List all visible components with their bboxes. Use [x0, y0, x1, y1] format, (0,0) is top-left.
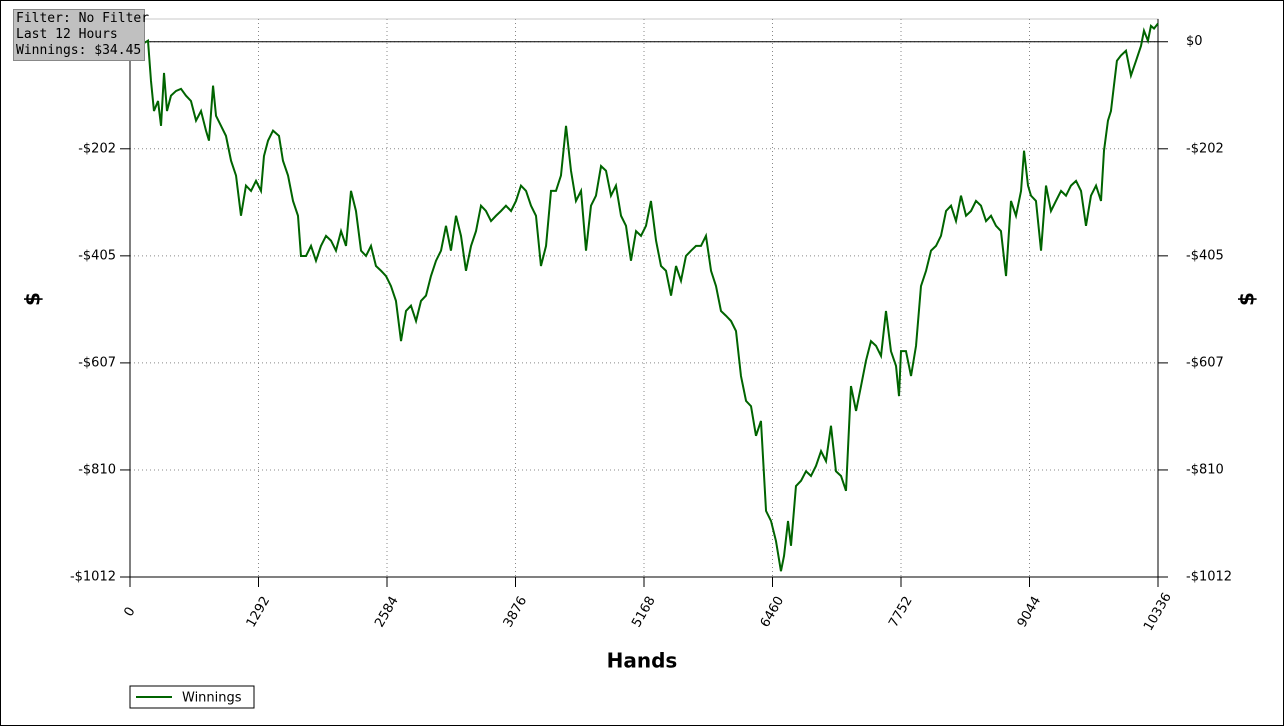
y2-tick-label: $0: [1186, 34, 1203, 49]
x-tick-label: 6460: [758, 594, 788, 630]
y-tick-label: -$1012: [70, 570, 116, 585]
y2-tick-label: -$607: [1186, 355, 1224, 370]
y2-tick-label: -$405: [1186, 248, 1224, 263]
legend-label: Winnings: [182, 691, 242, 706]
plot-frame: [129, 18, 1159, 578]
y2-tick-label: -$202: [1186, 141, 1224, 156]
x-tick-label: 2584: [372, 594, 402, 630]
x-tick-label: 0: [121, 605, 138, 620]
y-tick-label: -$810: [78, 462, 116, 477]
info-line: Filter: No Filter: [16, 11, 150, 26]
y2-tick-label: -$1012: [1186, 570, 1232, 585]
x-tick-label: 1292: [244, 594, 274, 630]
x-tick-label: 7752: [886, 594, 916, 630]
line-series: [129, 22, 1159, 572]
x-tick-label: 3876: [501, 594, 531, 630]
y-tick-label: -$607: [78, 355, 116, 370]
x-tick-label: 5168: [629, 594, 659, 630]
y2-axis-label: $: [1235, 292, 1259, 306]
x-axis-label: Hands: [607, 649, 678, 673]
info-line: Last 12 Hours: [16, 27, 118, 42]
legend-box: [129, 685, 255, 709]
y-axis-label: $: [21, 292, 45, 306]
y-tick-label: -$202: [78, 141, 116, 156]
y2-tick-label: -$810: [1186, 462, 1224, 477]
y-tick-label: -$405: [78, 248, 116, 263]
x-tick-label: 10336: [1141, 590, 1175, 633]
info-line: Winnings: $34.45: [16, 43, 142, 58]
x-tick-label: 9044: [1015, 594, 1045, 630]
info-box: Filter: No Filter Last 12 Hours Winnings…: [13, 9, 150, 61]
